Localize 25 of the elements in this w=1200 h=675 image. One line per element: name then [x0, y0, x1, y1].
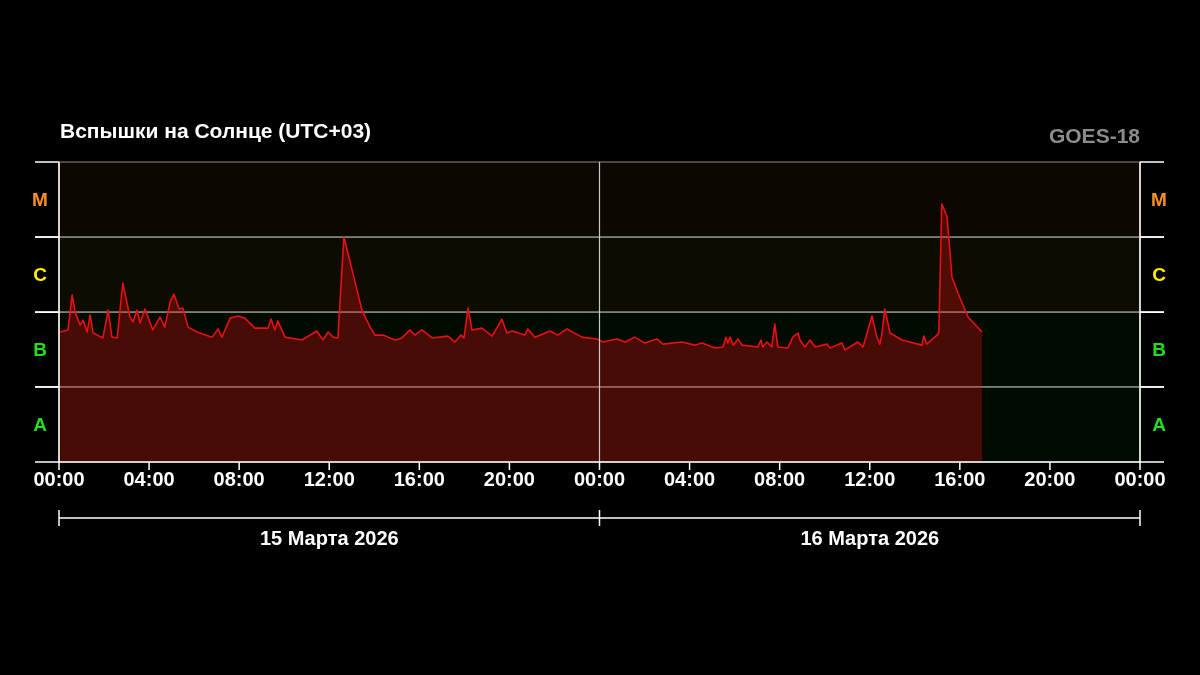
- x-tick-label: 20:00: [483, 468, 535, 491]
- x-tick-label: 12:00: [303, 468, 355, 491]
- text: B: [1152, 339, 1166, 361]
- text: 16 Марта 2026: [800, 527, 940, 549]
- text: C: [1152, 264, 1166, 286]
- x-tick-label: 04:00: [123, 468, 175, 491]
- x-tick-label: 20:00: [1024, 468, 1076, 491]
- band-label: A: [33, 414, 48, 436]
- x-tick-label: 16:00: [934, 468, 986, 491]
- text: A: [1152, 414, 1166, 436]
- text: M: [32, 189, 48, 211]
- x-tick-label: 12:00: [844, 468, 896, 491]
- chart-title: Вспышки на Солнце (UTC+03): [60, 119, 372, 143]
- x-tick-label: 00:00: [1114, 468, 1166, 491]
- band-label: M: [1151, 189, 1167, 211]
- band-label: C: [33, 264, 48, 286]
- x-tick-label: 04:00: [664, 468, 716, 491]
- x-tick-label: 08:00: [754, 468, 806, 491]
- text: 15 Марта 2026: [259, 527, 399, 549]
- x-tick-label: 16:00: [393, 468, 445, 491]
- x-tick-label: 08:00: [213, 468, 265, 491]
- text: GOES-18: [1048, 124, 1140, 148]
- x-tick-label: 00:00: [33, 468, 85, 491]
- x-tick-label: 00:00: [573, 468, 626, 491]
- band-label: B: [33, 339, 47, 361]
